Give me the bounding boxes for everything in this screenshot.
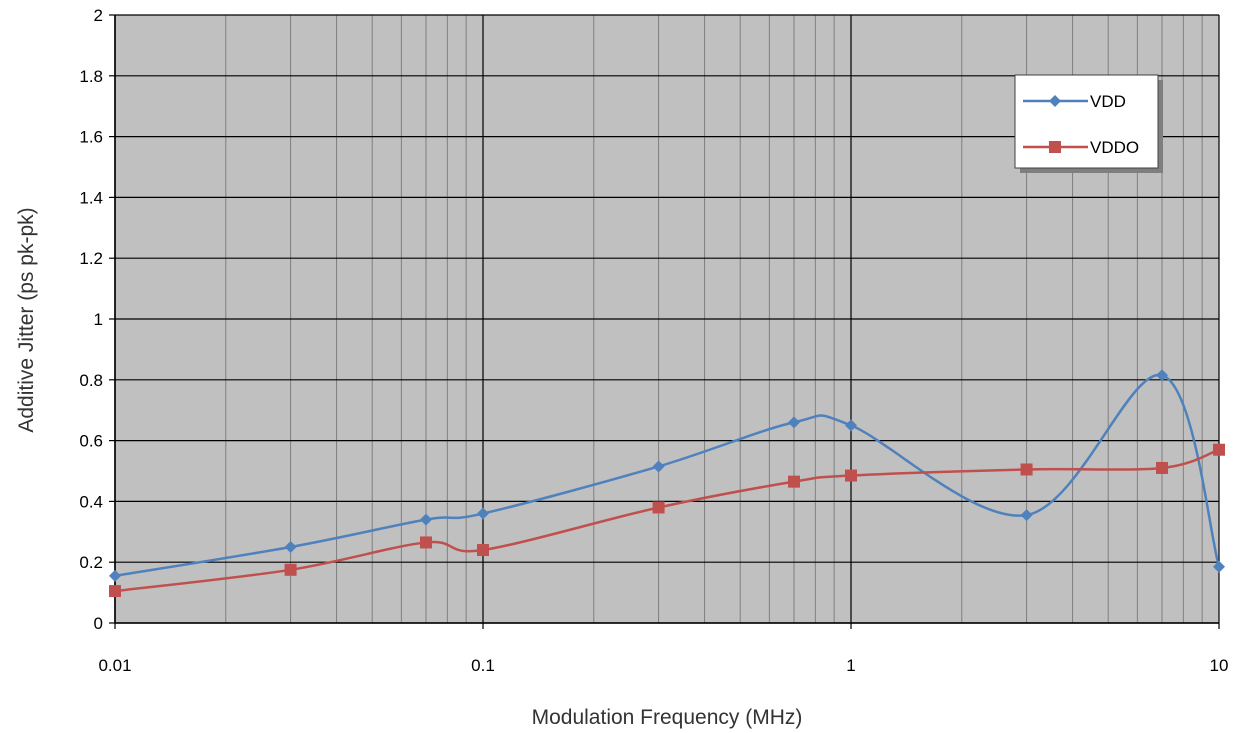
data-point-vddo (284, 563, 297, 576)
data-point-vddo (1213, 443, 1225, 456)
x-tick-label: 1 (846, 656, 855, 675)
legend-marker-vdd (1049, 95, 1061, 107)
y-tick-label: 1 (94, 310, 103, 329)
y-tick-label: 0.6 (79, 432, 103, 451)
x-tick-label: 0.01 (98, 656, 131, 675)
x-tick-label: 0.1 (471, 656, 495, 675)
y-tick-label: 1.4 (79, 188, 103, 207)
y-tick-label: 2 (94, 6, 103, 25)
y-tick-labels: 0 0.2 0.4 0.6 0.8 1 1.2 1.4 1.6 1.8 2 (79, 6, 115, 633)
data-point-vddo (477, 544, 489, 557)
series-layer (109, 369, 1225, 598)
data-point-vddo (1155, 461, 1168, 474)
y-tick-label: 0 (94, 614, 103, 633)
axes (114, 14, 1220, 624)
data-point-vdd (477, 507, 489, 520)
data-point-vddo (1020, 463, 1033, 476)
y-tick-label: 0.4 (79, 492, 103, 511)
legend-label-vddo: VDDO (1090, 138, 1139, 157)
x-axis-title: Modulation Frequency (MHz) (532, 706, 803, 729)
data-point-vdd (652, 460, 665, 473)
y-tick-label: 0.8 (79, 371, 103, 390)
data-point-vddo (845, 469, 857, 482)
data-point-vddo (652, 501, 665, 514)
x-tick-labels: 0.01 0.1 1 10 (98, 623, 1228, 675)
data-point-vdd (109, 569, 121, 582)
data-point-vdd (1213, 560, 1225, 573)
y-tick-label: 1.8 (79, 67, 103, 86)
data-point-vdd (845, 419, 857, 432)
data-point-vddo (109, 585, 121, 598)
legend-box (1014, 74, 1159, 169)
data-point-vdd (284, 541, 297, 553)
y-tick-label: 1.2 (79, 249, 103, 268)
x-tick-label: 10 (1210, 656, 1229, 675)
series-line-vddo (114, 448, 1220, 593)
y-tick-label: 1.6 (79, 128, 103, 147)
data-point-vddo (419, 536, 432, 549)
y-axis-title: Additive Jitter (ps pk-pk) (15, 207, 38, 432)
data-point-vddo (787, 475, 800, 488)
data-point-vdd (1020, 509, 1033, 522)
legend-marker-vddo (1049, 141, 1061, 153)
series-line-vdd (114, 373, 1221, 578)
data-point-vdd (787, 416, 800, 429)
data-point-vdd (1155, 369, 1168, 382)
legend-label-vdd: VDD (1090, 92, 1126, 111)
y-tick-label: 0.2 (79, 553, 103, 572)
legend: VDD VDDO (1014, 74, 1163, 173)
data-point-vdd (419, 513, 432, 526)
